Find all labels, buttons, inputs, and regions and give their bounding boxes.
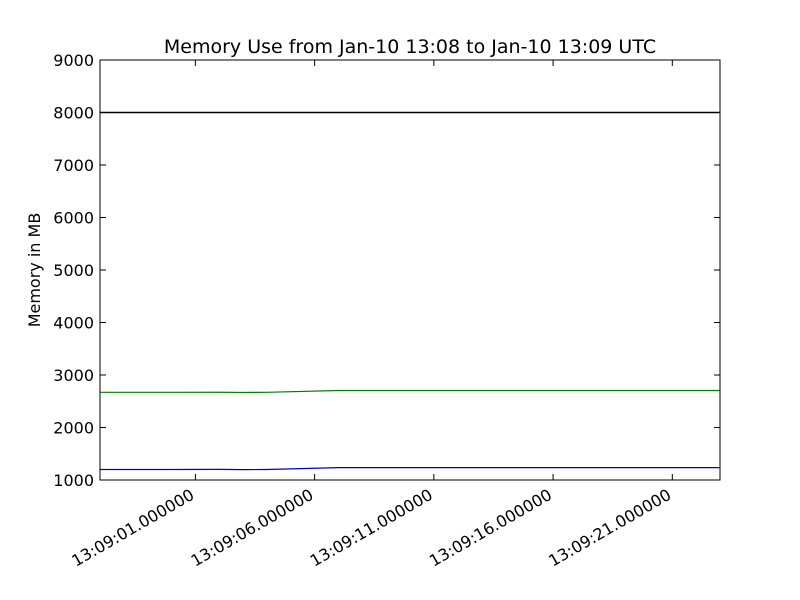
x-tick-label: 13:09:11.000000 xyxy=(307,485,436,570)
x-tick-label: 13:09:01.000000 xyxy=(68,485,197,570)
ticks-layer: 1000 2000 3000 4000 5000 6000 7000 8000 9000 13:0… xyxy=(53,51,720,570)
y-tick-label: 6000 xyxy=(53,209,94,228)
y-tick-label: 7000 xyxy=(53,156,94,175)
x-tick-label: 13:09:21.000000 xyxy=(545,485,674,570)
y-tick-label: 1000 xyxy=(53,471,94,490)
y-axis-label: Memory in MB xyxy=(25,213,44,328)
x-tick-label: 13:09:16.000000 xyxy=(426,485,555,570)
y-tick-label: 8000 xyxy=(53,104,94,123)
series-line-3 xyxy=(100,467,720,471)
x-tick-label: 13:09:06.000000 xyxy=(188,485,317,570)
y-tick-label: 5000 xyxy=(53,261,94,280)
y-tick-label: 3000 xyxy=(53,366,94,385)
series-layer xyxy=(100,111,720,471)
chart-title: Memory Use from Jan-10 13:08 to Jan-10 1… xyxy=(164,36,656,58)
y-tick-label: 9000 xyxy=(53,51,94,70)
y-tick-label: 2000 xyxy=(53,419,94,438)
y-tick-label: 4000 xyxy=(53,314,94,333)
series-line-2 xyxy=(100,389,720,394)
plot-frame xyxy=(99,59,721,481)
